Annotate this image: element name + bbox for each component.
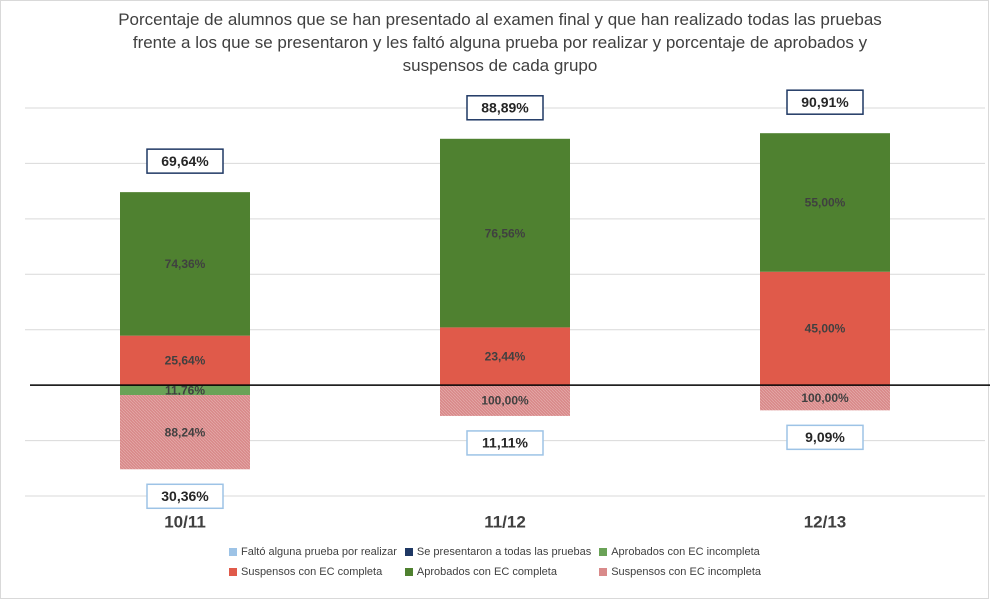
data-label: 11,76% — [165, 383, 205, 397]
x-tick-label: 12/13 — [804, 512, 847, 531]
total-label: 88,89% — [481, 99, 529, 115]
x-tick-label: 10/11 — [164, 512, 206, 531]
legend-label: Aprobados con EC completa — [416, 566, 557, 578]
data-label: 55,00% — [805, 196, 846, 210]
total-label: 90,91% — [801, 94, 849, 110]
total-label: 9,09% — [805, 429, 845, 445]
data-label: 88,24% — [165, 425, 206, 439]
bar-segment — [440, 385, 570, 416]
legend-label: Se presentaron a todas las pruebas — [416, 546, 592, 558]
total-box — [146, 148, 224, 174]
legend-item: Se presentaron a todas las pruebas — [404, 546, 592, 558]
legend-item: Suspensos con EC completa — [228, 566, 397, 578]
legend-swatch — [228, 548, 237, 556]
total-label: 30,36% — [161, 488, 209, 504]
data-label: 25,64% — [165, 354, 206, 368]
bar-segment — [440, 138, 570, 328]
data-label: 74,36% — [165, 257, 206, 271]
data-label: 100,00% — [801, 391, 849, 405]
bar-segment — [440, 327, 570, 386]
total-box — [466, 430, 544, 456]
legend-label: Faltó alguna prueba por realizar — [240, 546, 397, 558]
legend-label: Suspensos con EC completa — [240, 566, 383, 578]
x-tick-label: 11/12 — [484, 512, 526, 531]
total-box — [146, 483, 224, 510]
total-box — [466, 95, 544, 121]
data-label: 76,56% — [485, 226, 526, 240]
legend-label: Suspensos con EC incompleta — [611, 566, 762, 578]
data-label: 100,00% — [481, 394, 529, 408]
total-box — [786, 89, 864, 115]
legend-item: Aprobados con EC completa — [404, 566, 591, 578]
total-box — [786, 424, 864, 451]
bar-segment — [120, 192, 250, 336]
bar-segment — [760, 133, 890, 272]
bar-segment — [120, 385, 250, 396]
legend-label: Aprobados con EC incompleta — [611, 546, 760, 558]
bar-segment — [120, 395, 250, 470]
legend-swatch — [404, 548, 413, 556]
bar-segment — [760, 271, 890, 386]
bar-segment — [120, 335, 250, 386]
chart-title: Porcentaje de alumnos que se han present… — [118, 10, 882, 75]
legend-item: Aprobados con EC incompleta — [599, 546, 761, 558]
data-label: 45,00% — [805, 322, 846, 336]
legend-swatch — [599, 548, 608, 556]
bar-segment — [760, 385, 890, 411]
data-label: 23,44% — [485, 349, 526, 363]
legend-swatch — [404, 568, 413, 576]
total-label: 69,64% — [161, 153, 209, 169]
legend-item: Faltó alguna prueba por realizar — [228, 546, 397, 558]
legend-item: Suspensos con EC incompleta — [599, 566, 761, 578]
legend-swatch — [228, 568, 237, 576]
legend: Faltó alguna prueba por realizar Se prese… — [0, 546, 990, 578]
total-label: 11,11% — [482, 435, 528, 451]
legend-swatch — [599, 568, 608, 576]
